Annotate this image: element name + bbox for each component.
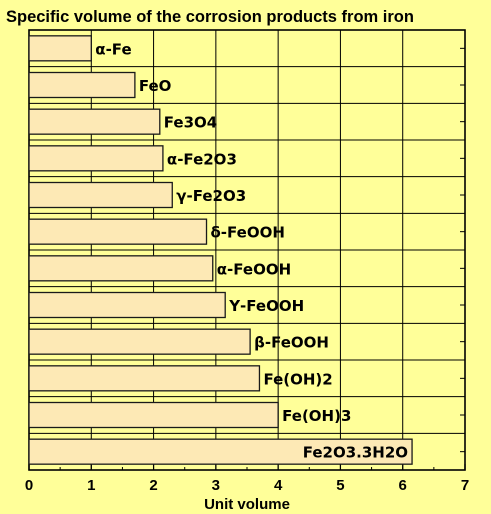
x-tick-label: 1: [87, 477, 95, 494]
bar-labels: α-Fe FeO Fe3O4 α-Fe2O3 γ-Fe2O3 δ-FeOOH α-FeOOH…: [95, 40, 408, 461]
grid: [28, 29, 466, 471]
bar-label: α-Fe2O3: [167, 150, 237, 168]
x-tick-label: 6: [399, 477, 407, 494]
bar-label: Υ-FeOOH: [228, 297, 304, 315]
bar-label: Fe(OH)2: [263, 370, 332, 388]
bar-label: Fe(OH)3: [282, 407, 351, 425]
bar-label: FeO: [139, 77, 172, 95]
x-tick-label: 3: [212, 477, 220, 494]
bar-label: γ-Fe2O3: [176, 187, 246, 205]
bar-label: Fe3O4: [164, 114, 217, 132]
bar: [28, 328, 251, 355]
bar: [28, 365, 261, 392]
bar: [28, 401, 279, 429]
x-tick-label: 2: [149, 477, 157, 494]
bars: [28, 35, 413, 465]
bar: [28, 71, 136, 99]
x-axis-ticks: 0 1 2 3 4 5 6 7: [25, 477, 469, 494]
bar-label: β-FeOOH: [254, 334, 329, 352]
bar-label: α-FeOOH: [217, 260, 291, 278]
bar: [28, 255, 214, 282]
x-tick-label: 5: [336, 477, 344, 494]
bar-label: α-Fe: [95, 40, 131, 58]
x-tick-label: 0: [25, 477, 33, 494]
bar: [28, 145, 164, 172]
x-tick-label: 4: [274, 477, 283, 494]
bar: [28, 35, 92, 62]
x-tick-label: 7: [461, 477, 469, 494]
bar: [28, 108, 161, 135]
bar: [28, 181, 173, 209]
bar-label: Fe2O3.3H2O: [303, 444, 408, 462]
chart-title: Specific volume of the corrosion product…: [6, 8, 414, 26]
bar: [28, 291, 226, 319]
x-axis-label: Unit volume: [204, 496, 290, 513]
bar: [28, 438, 413, 465]
bar-label: δ-FeOOH: [211, 224, 285, 242]
bar: [28, 218, 208, 245]
